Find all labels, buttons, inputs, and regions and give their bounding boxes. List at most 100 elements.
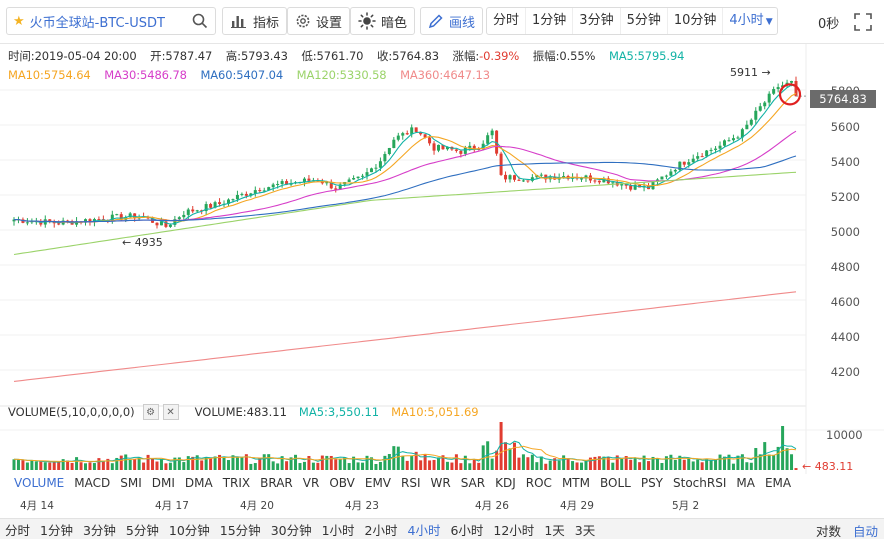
volume-bar — [664, 456, 668, 470]
candle-body — [191, 209, 195, 212]
bottom-period-option[interactable]: 1分钟 — [40, 522, 73, 538]
volume-bar — [30, 460, 34, 470]
volume-bar — [633, 458, 637, 470]
star-icon[interactable]: ★ — [13, 13, 25, 29]
bottom-period-option[interactable]: 10分钟 — [168, 522, 210, 538]
indicator-tab[interactable]: ROC — [525, 476, 552, 490]
indicator-tab[interactable]: VOLUME — [14, 476, 65, 490]
indicator-tab[interactable]: EMA — [764, 476, 792, 490]
indicator-tab[interactable]: OBV — [329, 476, 355, 490]
draw-line-button[interactable]: 画线 — [420, 7, 484, 35]
bottom-period-option[interactable]: 2小时 — [364, 522, 398, 538]
bottom-period-option[interactable]: 1小时 — [321, 522, 355, 538]
indicator-tab[interactable]: KDJ — [495, 476, 516, 490]
indicator-tab[interactable]: MTM — [561, 476, 590, 490]
period-option[interactable]: 10分钟 — [668, 8, 724, 34]
indicator-tab[interactable]: VR — [302, 476, 320, 490]
indicator-tab[interactable]: MA — [736, 476, 755, 490]
candle-body — [226, 199, 230, 204]
period-option[interactable]: 5分钟 — [621, 8, 668, 34]
theme-button[interactable]: 暗色 — [350, 7, 416, 35]
volume-bar — [92, 463, 96, 470]
bottom-period-option[interactable]: 分时 — [5, 522, 31, 538]
candle-body — [669, 171, 673, 176]
log-scale-toggle[interactable]: 对数 — [815, 524, 841, 539]
indicator-tab[interactable]: BOLL — [599, 476, 631, 490]
candle-body — [128, 213, 132, 218]
volume-bar — [709, 459, 713, 470]
close-icon[interactable]: ✕ — [162, 404, 179, 420]
price-axis-tick: 5600 — [830, 120, 860, 134]
price-chart[interactable] — [0, 44, 884, 474]
indicator-tab[interactable]: RSI — [401, 476, 421, 490]
indicator-tab[interactable]: WR — [430, 476, 451, 490]
ma360-value: MA360:4647.13 — [400, 68, 490, 82]
volume-bar — [410, 455, 414, 470]
fullscreen-icon[interactable] — [852, 11, 874, 33]
volume-bar — [209, 458, 213, 470]
volume-bar — [365, 455, 369, 470]
indicator-tab[interactable]: MACD — [74, 476, 111, 490]
candle-body — [168, 224, 172, 227]
period-dropdown[interactable]: 4小时 ▼ — [723, 8, 778, 34]
min-price-marker: ← 4935 — [122, 236, 163, 249]
candle-body — [678, 161, 682, 170]
volume-bar — [106, 458, 110, 470]
search-icon[interactable] — [191, 12, 209, 30]
volume-bar — [669, 454, 673, 470]
settings-icon[interactable]: ⚙ — [142, 404, 159, 420]
indicator-button[interactable]: 指标 — [222, 7, 288, 35]
volume-bar — [651, 456, 655, 470]
volume-bar — [414, 451, 418, 470]
period-option[interactable]: 3分钟 — [573, 8, 621, 34]
volume-bar — [249, 463, 253, 470]
volume-bar — [723, 456, 727, 470]
indicator-tab[interactable]: DMI — [151, 476, 175, 490]
volume-bar — [43, 462, 47, 470]
symbol-selector[interactable]: ★ 火币全球站-BTC-USDT — [6, 7, 216, 35]
bottom-period-option[interactable]: 1天 — [544, 522, 565, 538]
bottom-period-option[interactable]: 4小时 — [407, 522, 441, 538]
volume-bar — [164, 463, 168, 470]
volume-header: VOLUME(5,10,0,0,0,0) ⚙ ✕ VOLUME:483.11 M… — [8, 404, 479, 420]
period-option[interactable]: 分时 — [487, 8, 527, 34]
indicator-tab[interactable]: TRIX — [222, 476, 251, 490]
bottom-period-option[interactable]: 30分钟 — [270, 522, 312, 538]
volume-bar — [361, 462, 365, 470]
date-axis-tick: 5月 2 — [672, 500, 700, 512]
volume-bar — [794, 468, 798, 470]
candle-body — [749, 119, 753, 125]
bottom-period-option[interactable]: 12小时 — [493, 522, 535, 538]
indicator-tab[interactable]: SMI — [120, 476, 142, 490]
indicator-tab[interactable]: EMV — [364, 476, 392, 490]
volume-bar — [740, 454, 744, 470]
price-axis-tick: 4400 — [830, 330, 860, 344]
bottom-period-option[interactable]: 5分钟 — [125, 522, 159, 538]
candle-body — [48, 219, 52, 222]
bottom-period-option[interactable]: 15分钟 — [219, 522, 261, 538]
volume-ma10-line — [13, 445, 797, 463]
candle-body — [700, 156, 704, 158]
indicator-tab[interactable]: BRAR — [260, 476, 293, 490]
candle-body — [209, 204, 213, 208]
indicator-tab[interactable]: PSY — [640, 476, 664, 490]
bottom-period-option[interactable]: 3天 — [574, 522, 596, 538]
bottom-period-option[interactable]: 6小时 — [450, 522, 484, 538]
indicator-icon — [231, 16, 246, 28]
period-option[interactable]: 1分钟 — [526, 8, 574, 34]
volume-bar — [566, 458, 570, 470]
indicator-tab[interactable]: SAR — [460, 476, 486, 490]
volume-bar — [302, 461, 306, 470]
indicator-tab[interactable]: DMA — [184, 476, 213, 490]
close-value: 收:5764.83 — [376, 49, 439, 63]
volume-bar — [52, 462, 56, 470]
volume-bar — [749, 462, 753, 470]
settings-button[interactable]: 设置 — [287, 7, 351, 35]
volume-bar — [21, 460, 25, 470]
auto-scale-toggle[interactable]: 自动 — [852, 524, 878, 539]
indicator-tab[interactable]: StochRSI — [673, 476, 727, 490]
ma30-value: MA30:5486.78 — [104, 68, 187, 82]
bottom-period-option[interactable]: 3分钟 — [82, 522, 116, 538]
candle-body — [633, 184, 637, 190]
candle-body — [405, 133, 409, 135]
